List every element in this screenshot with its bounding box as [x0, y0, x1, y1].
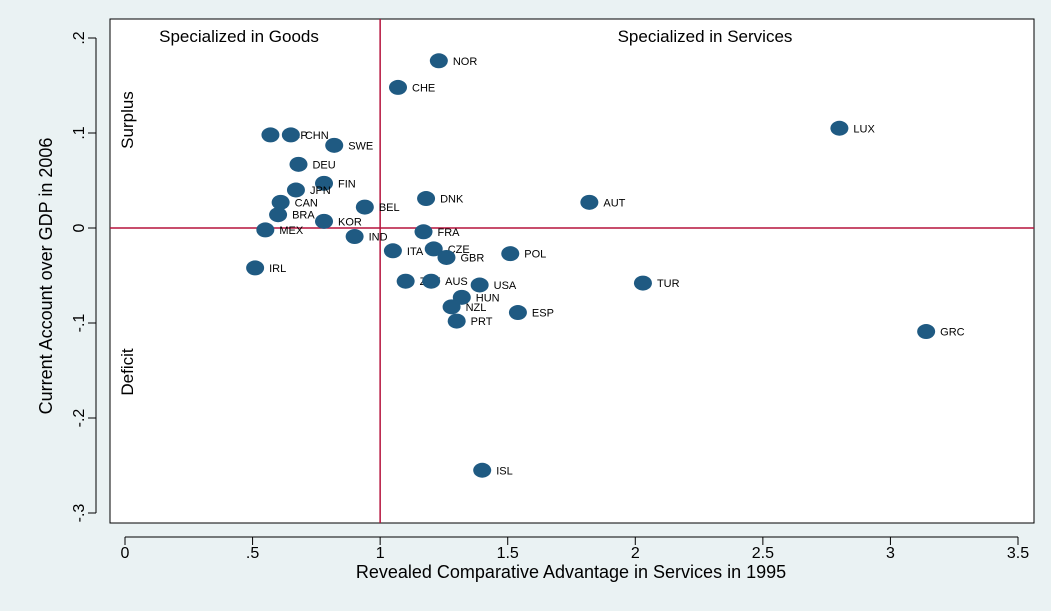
point-label-tur: TUR [657, 278, 680, 290]
point-label-fin: FIN [338, 178, 356, 190]
point-label-usa: USA [494, 280, 517, 292]
data-point-pol [501, 246, 520, 262]
data-point-nor [429, 53, 448, 69]
y-tick-label: 0 [71, 223, 88, 232]
point-label-grc: GRC [940, 327, 965, 339]
deficit-label: Deficit [118, 348, 137, 396]
data-point-nzl [442, 299, 461, 315]
data-point-ind [345, 229, 364, 245]
point-label-kor: KOR [338, 216, 362, 228]
point-label-hun: HUN [476, 292, 500, 304]
data-point-isl [473, 462, 492, 478]
data-point-irl [246, 260, 265, 276]
data-point-grc [917, 324, 936, 340]
data-point-fin [315, 175, 334, 191]
data-point-prt [447, 313, 466, 329]
data-points: NORCHELUXSGPCHNSWEDEUFINJPNDNKCANAUTBELB… [246, 53, 965, 478]
point-label-fra: FRA [438, 227, 461, 239]
data-point-deu [289, 156, 308, 172]
point-label-che: CHE [412, 82, 435, 94]
x-tick-label: 1 [376, 545, 385, 562]
x-axis: 0 .5 1 1.5 2 2.5 3 3.5 [121, 536, 1029, 562]
point-label-jpn: JPN [310, 185, 331, 197]
data-point-jpn [286, 182, 305, 198]
x-tick-label: 0 [121, 545, 130, 562]
y-tick-label: .2 [71, 31, 88, 44]
data-point-zaf [396, 273, 415, 289]
point-label-aut: AUT [603, 197, 625, 209]
plot-area [109, 18, 1035, 524]
y-tick-label: -.1 [71, 314, 88, 333]
data-point-kor [315, 213, 334, 229]
x-axis-title: Revealed Comparative Advantage in Servic… [356, 562, 786, 582]
x-tick-label: 3 [886, 545, 895, 562]
point-label-deu: DEU [312, 159, 335, 171]
data-point-aut [580, 194, 599, 210]
point-label-swe: SWE [348, 140, 373, 152]
data-point-sgp [261, 127, 280, 143]
data-point-usa [470, 277, 489, 293]
y-tick-label: -.2 [71, 409, 88, 428]
point-label-can: CAN [295, 197, 318, 209]
point-label-ind: IND [369, 232, 388, 244]
point-label-irl: IRL [269, 263, 286, 275]
point-label-nor: NOR [453, 56, 478, 68]
data-point-chn [281, 127, 300, 143]
data-point-gbr [437, 249, 456, 265]
x-tick-label: 2 [631, 545, 640, 562]
x-tick-label: 2.5 [752, 545, 774, 562]
data-point-che [389, 79, 408, 95]
point-label-mex: MEX [279, 225, 304, 237]
x-tick-label: .5 [246, 545, 259, 562]
y-tick-label: -.3 [71, 504, 88, 523]
point-label-dnk: DNK [440, 194, 464, 206]
data-point-fra [414, 224, 433, 240]
point-label-bra: BRA [292, 210, 315, 222]
point-label-nzl: NZL [466, 302, 487, 314]
point-label-chn: CHN [305, 130, 329, 142]
data-point-dnk [417, 191, 436, 207]
data-point-ita [383, 243, 402, 259]
data-point-aus [422, 273, 441, 289]
data-point-mex [256, 222, 275, 238]
point-label-gbr: GBR [460, 252, 484, 264]
point-label-prt: PRT [471, 316, 493, 328]
x-tick-label: 3.5 [1007, 545, 1029, 562]
data-point-esp [508, 305, 527, 321]
data-point-can [271, 194, 290, 210]
surplus-label: Surplus [118, 91, 137, 149]
point-label-aus: AUS [445, 276, 468, 288]
y-tick-label: .1 [71, 126, 88, 139]
data-point-tur [633, 275, 652, 291]
data-point-cze [424, 241, 443, 257]
y-axis: .2 .1 0 -.1 -.2 -.3 [71, 31, 97, 523]
x-tick-label: 1.5 [497, 545, 519, 562]
y-axis-title: Current Account over GDP in 2006 [36, 138, 56, 415]
point-label-lux: LUX [853, 123, 875, 135]
point-label-esp: ESP [532, 308, 554, 320]
data-point-lux [830, 120, 849, 136]
data-point-bel [355, 199, 374, 215]
goods-region-label: Specialized in Goods [159, 27, 319, 46]
point-label-pol: POL [524, 249, 546, 261]
point-label-ita: ITA [407, 246, 424, 258]
point-label-isl: ISL [496, 465, 513, 477]
data-point-bra [269, 207, 288, 223]
point-label-bel: BEL [379, 202, 400, 214]
services-region-label: Specialized in Services [618, 27, 793, 46]
data-point-swe [325, 137, 344, 153]
